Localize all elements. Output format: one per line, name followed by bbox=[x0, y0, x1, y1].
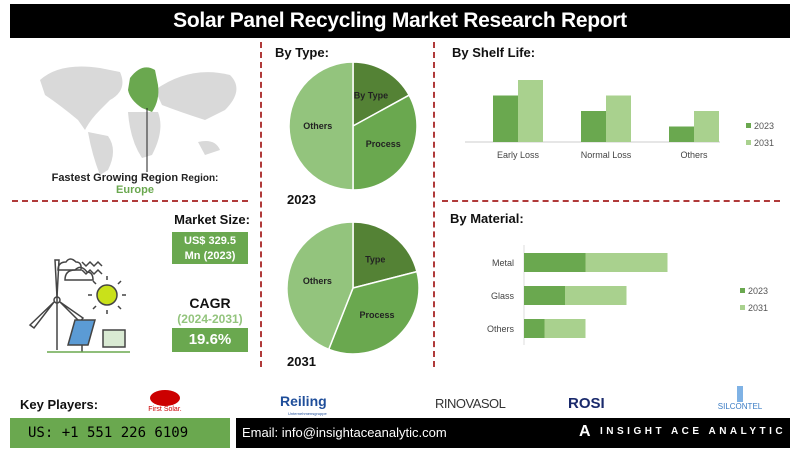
bar bbox=[524, 253, 586, 272]
legend-label: 2023 bbox=[754, 121, 774, 131]
logo-silcontel: SILCONTEL bbox=[715, 386, 765, 411]
market-size-line1: US$ 329.5 bbox=[184, 235, 236, 247]
pie-slice-label: By Type bbox=[354, 91, 388, 101]
region-label: Fastest Growing Region Region: bbox=[20, 172, 250, 184]
pie-slice-label: Process bbox=[359, 310, 394, 320]
pie-slice-label: Others bbox=[303, 121, 332, 131]
pie-year-2023: 2023 bbox=[287, 192, 316, 207]
pie-slice bbox=[352, 221, 418, 289]
silcontel-mark bbox=[737, 386, 743, 402]
first-solar-text: First Solar. bbox=[148, 406, 182, 413]
divider bbox=[260, 42, 262, 367]
pie-slice bbox=[352, 61, 411, 128]
first-solar-mark bbox=[150, 390, 180, 406]
material-bar-chart: Metal Glass Others 2023 2031 bbox=[487, 245, 768, 345]
y-tick-label: Metal bbox=[492, 258, 514, 268]
pie-slice bbox=[288, 61, 354, 191]
divider bbox=[12, 200, 248, 202]
cagr-label: CAGR bbox=[189, 295, 231, 311]
cagr-value: 19.6% bbox=[172, 328, 248, 352]
legend-swatch bbox=[740, 288, 745, 293]
x-tick-label: Early Loss bbox=[497, 150, 540, 160]
material-title: By Material: bbox=[450, 211, 524, 226]
pie-chart-2023: By Type Process Others bbox=[288, 61, 418, 191]
renewable-energy-icon bbox=[28, 258, 130, 353]
legend-swatch bbox=[746, 140, 751, 145]
legend-swatch bbox=[740, 305, 745, 310]
legend-label: 2023 bbox=[748, 286, 768, 296]
market-size-value: US$ 329.5 Mn (2023) bbox=[172, 232, 248, 264]
silcontel-text: SILCONTEL bbox=[717, 402, 763, 411]
pie-slice bbox=[286, 221, 354, 351]
bar bbox=[585, 253, 668, 272]
logo-rosi: ROSI bbox=[568, 395, 605, 412]
bar bbox=[581, 111, 606, 142]
legend-label: 2031 bbox=[754, 138, 774, 148]
bar bbox=[565, 286, 627, 305]
report-title: Solar Panel Recycling Market Research Re… bbox=[10, 4, 790, 38]
region-value: Europe bbox=[116, 184, 154, 196]
logo-reiling: Reiling Unternehmensgruppe bbox=[280, 393, 327, 416]
brand-name: INSIGHT ACE ANALYTIC bbox=[600, 426, 787, 437]
key-players-label: Key Players: bbox=[20, 397, 99, 412]
region-label-text: Fastest Growing Region bbox=[51, 172, 179, 184]
pie-slice bbox=[352, 94, 418, 191]
bar bbox=[524, 319, 545, 338]
x-tick-label: Others bbox=[680, 150, 708, 160]
brand-logo-icon: A bbox=[579, 423, 591, 440]
email-link[interactable]: Email: info@insightaceanalytic.com bbox=[242, 425, 447, 440]
bar bbox=[493, 95, 518, 142]
logo-rinovasol: RINOVASOL bbox=[435, 396, 506, 411]
bar bbox=[544, 319, 586, 338]
phone-number[interactable]: US: +1 551 226 6109 bbox=[10, 418, 230, 448]
pie-slice-label: Type bbox=[365, 254, 385, 264]
region-suffix: Region: bbox=[181, 173, 219, 184]
market-size-label: Market Size: bbox=[174, 212, 250, 227]
by-type-title: By Type: bbox=[275, 45, 329, 60]
divider bbox=[433, 42, 435, 367]
logo-first-solar: First Solar. bbox=[135, 390, 195, 413]
bar bbox=[669, 126, 694, 142]
y-tick-label: Others bbox=[487, 324, 515, 334]
pie-slice bbox=[327, 270, 420, 355]
pie-chart-2031: Type Process Others bbox=[286, 221, 420, 355]
legend-swatch bbox=[746, 123, 751, 128]
pie-slice-label: Process bbox=[366, 139, 401, 149]
divider bbox=[442, 200, 780, 202]
world-map bbox=[40, 66, 237, 175]
pie-year-2031: 2031 bbox=[287, 354, 316, 369]
bar bbox=[606, 95, 631, 142]
pie-slice-label: Others bbox=[303, 276, 332, 286]
shelf-life-title: By Shelf Life: bbox=[452, 45, 536, 60]
footer-bar: Email: info@insightaceanalytic.com A INS… bbox=[236, 418, 790, 448]
x-tick-label: Normal Loss bbox=[581, 150, 632, 160]
bar bbox=[518, 80, 543, 142]
cagr-period: (2024-2031) bbox=[177, 312, 243, 326]
legend-label: 2031 bbox=[748, 303, 768, 313]
bar bbox=[694, 111, 719, 142]
bar bbox=[524, 286, 565, 305]
shelf-life-bar-chart: Early Loss Normal Loss Others 2023 2031 bbox=[465, 80, 774, 160]
reiling-subtext: Unternehmensgruppe bbox=[288, 411, 327, 416]
reiling-text: Reiling bbox=[280, 393, 327, 409]
market-size-line2: Mn (2023) bbox=[184, 250, 236, 262]
y-tick-label: Glass bbox=[491, 291, 515, 301]
